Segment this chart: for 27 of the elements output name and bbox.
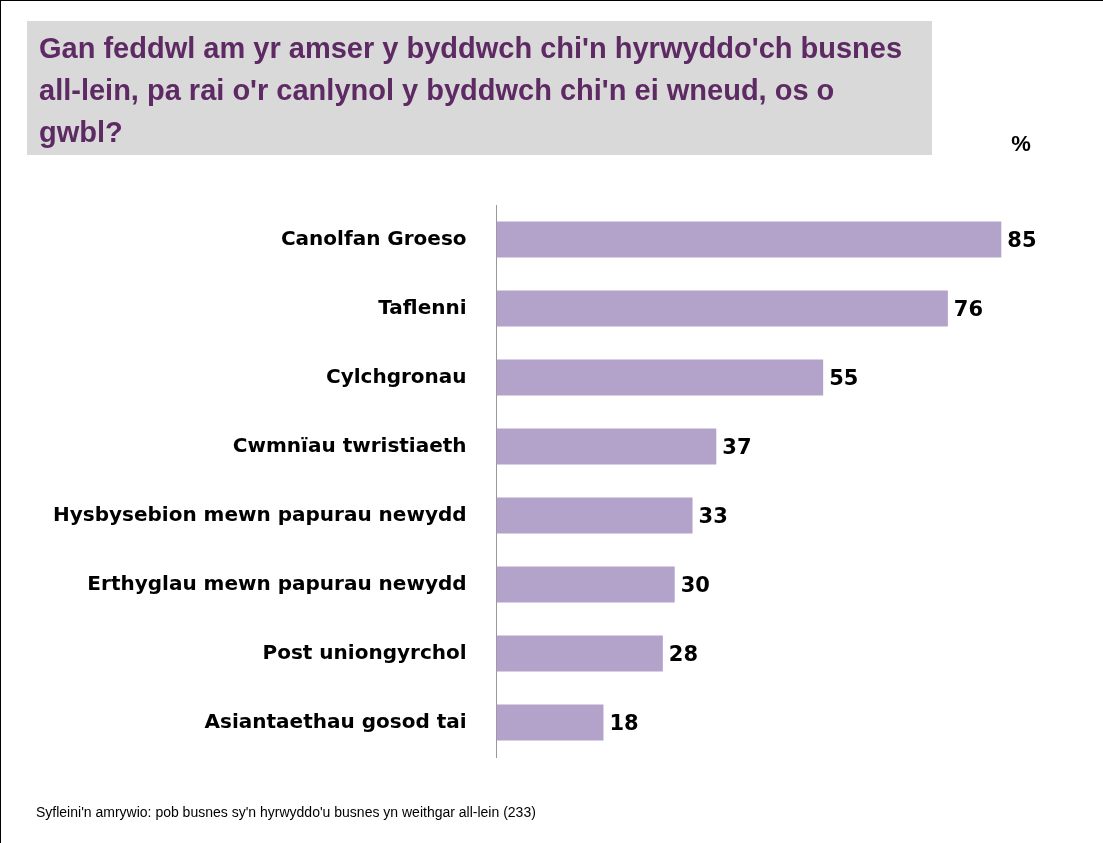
bar bbox=[496, 704, 604, 741]
bar bbox=[496, 497, 693, 534]
data-label: 28 bbox=[668, 641, 699, 666]
data-label: 33 bbox=[698, 503, 728, 528]
y-tick-label: Cylchgronau bbox=[326, 363, 467, 388]
text: Syfleini'n amrywio: pob busnes sy'n hyrwyddo'u busnes yn weithgar all-lein (233) bbox=[36, 804, 536, 820]
chart-title: Gan feddwl am yr amser y byddwch chi'n hyrwyddo'ch busnes all-lein, pa rai o'r canlynol y byddwch chi'n ei wneud, os o gwbl? bbox=[27, 21, 932, 155]
bar bbox=[496, 290, 948, 327]
bar bbox=[496, 635, 663, 672]
data-label: 76 bbox=[953, 296, 984, 321]
y-tick-label: Asiantaethau gosod tai bbox=[204, 708, 467, 733]
x-axis-title: % bbox=[1010, 131, 1032, 157]
data-label: 85 bbox=[1007, 227, 1037, 252]
y-tick-label: Erthyglau mewn papurau newydd bbox=[87, 570, 467, 595]
y-tick-label: Post uniongyrchol bbox=[262, 639, 467, 664]
y-tick-label: Hysbysebion mewn papurau newydd bbox=[53, 501, 467, 526]
data-label: 18 bbox=[609, 710, 639, 735]
data-label: 37 bbox=[722, 434, 752, 459]
bar bbox=[496, 428, 717, 465]
bar bbox=[496, 221, 1002, 258]
y-tick-label: Canolfan Groeso bbox=[280, 225, 467, 250]
data-label: 30 bbox=[680, 572, 710, 597]
bar bbox=[496, 359, 824, 396]
y-tick-label: Taflenni bbox=[378, 294, 467, 319]
data-label: 55 bbox=[829, 365, 859, 390]
y-tick-label: Cwmnïau twristiaeth bbox=[232, 432, 467, 457]
bar bbox=[496, 566, 675, 603]
